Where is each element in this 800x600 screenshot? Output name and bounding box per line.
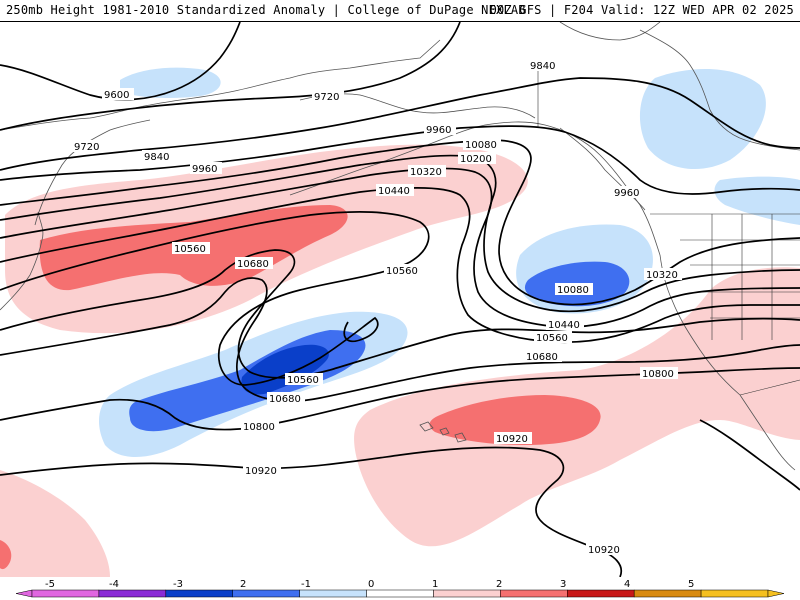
coast-hawaii-3 — [454, 432, 467, 443]
colorbar-tick-label: 5 — [688, 579, 694, 590]
colorbar-tick-label: -3 — [173, 579, 183, 590]
contour-10680 — [0, 277, 800, 402]
contour-label: 9960 — [426, 125, 451, 136]
colorbar-swatch-pos5 — [700, 589, 769, 598]
colorbar-tick-label: 0 — [368, 579, 374, 590]
contour-label: 10200 — [460, 154, 492, 165]
colorbar-arrow-min — [15, 589, 33, 598]
contour-label: 10800 — [243, 422, 275, 433]
coast-hudson — [639, 29, 800, 151]
colorbar-tick-label: -4 — [109, 579, 119, 590]
contour-10560-south — [0, 249, 800, 379]
coast-hawaii-1 — [419, 421, 434, 432]
anomaly-neg1-bering — [120, 67, 221, 98]
colorbar-tick-label: 3 — [560, 579, 566, 590]
contour-label: 10920 — [588, 545, 620, 556]
contour-10440 — [0, 186, 800, 344]
title-bar: 250mb Height 1981-2010 Standardized Anom… — [0, 0, 800, 22]
contour-label: 10560 — [386, 266, 418, 277]
political-borders — [537, 70, 800, 396]
contour-label: 9840 — [530, 61, 555, 72]
colorbar-swatch-pos3 — [567, 589, 635, 598]
colorbar-tick-label: -5 — [45, 579, 55, 590]
colorbar-swatch-pos4 — [633, 589, 702, 598]
colorbar-tick-label: 2 — [496, 579, 502, 590]
colorbar-arrow-max — [767, 589, 785, 598]
contour-9600 — [0, 22, 241, 101]
contour-label: 10800 — [642, 369, 674, 380]
contour-label: 10920 — [496, 434, 528, 445]
contour-label: 10560 — [536, 333, 568, 344]
contour-labels: 9600 9720 9840 9960 9720 9840 9960 10080… — [72, 59, 682, 556]
contour-10800 — [0, 367, 800, 431]
colorbar-tick-label: 1 — [432, 579, 438, 590]
contour-label: 10920 — [245, 466, 277, 477]
coast-arctic-islands — [559, 22, 661, 41]
coast-gulf-alaska — [484, 121, 661, 256]
contour-label: 10560 — [287, 375, 319, 386]
contour-label: 9960 — [614, 188, 639, 199]
contour-label: 10080 — [465, 140, 497, 151]
contour-label: 10320 — [410, 167, 442, 178]
contour-label: 10680 — [237, 259, 269, 270]
map-title: 250mb Height 1981-2010 Standardized Anom… — [6, 3, 526, 17]
contour-9720 — [0, 22, 461, 131]
contour-9840 — [0, 77, 800, 171]
anomaly-pos1-southwest — [0, 470, 110, 577]
colorbar: -5 -4 -3 2 -1 0 1 2 3 4 5 — [0, 577, 800, 600]
colorbar-swatch-neg4 — [98, 589, 167, 598]
contour-label: 9720 — [314, 92, 339, 103]
contour-10560-north — [0, 211, 430, 386]
colorbar-swatch-neg5 — [31, 589, 100, 598]
height-contours — [0, 22, 800, 577]
contour-label: 10560 — [174, 244, 206, 255]
colorbar-tick-label: 4 — [624, 579, 630, 590]
coast-bc-panhandle — [559, 127, 646, 211]
colorbar-swatch-neg3 — [165, 589, 233, 598]
contour-10920 — [0, 446, 623, 577]
border-us-mexico — [739, 379, 800, 396]
map-panel: 9600 9720 9840 9960 9720 9840 9960 10080… — [0, 22, 800, 577]
contour-10920-east — [699, 419, 800, 491]
model-valid-time: 00Z GFS | F204 Valid: 12Z WED APR 02 202… — [489, 3, 794, 17]
coast-kuril-coast — [0, 211, 44, 311]
contour-label: 10320 — [646, 270, 678, 281]
colorbar-tick-label: -1 — [301, 579, 311, 590]
anomaly-pos2-hawaii — [429, 395, 601, 445]
coast-hawaii-2 — [439, 427, 450, 436]
coast-baja — [739, 394, 796, 471]
colorbar-swatch-zero — [366, 589, 434, 598]
contour-label: 9600 — [104, 90, 129, 101]
colorbar-swatch-neg1 — [299, 589, 367, 598]
anomaly-neg1-east — [714, 176, 800, 225]
contour-label: 10440 — [378, 186, 410, 197]
contour-9960 — [0, 125, 800, 195]
coast-aleutians — [289, 124, 486, 196]
contour-label: 9960 — [192, 164, 217, 175]
contour-label: 10680 — [269, 394, 301, 405]
contour-label: 10080 — [557, 285, 589, 296]
anomaly-neg1-canada — [639, 68, 766, 170]
colorbar-swatch-pos1 — [433, 589, 501, 598]
colorbar-swatch-pos2 — [500, 589, 568, 598]
contour-label: 10680 — [526, 352, 558, 363]
contour-label: 10440 — [548, 320, 580, 331]
anomaly-pos2-corner — [0, 540, 12, 570]
contour-10320 — [0, 167, 800, 328]
coast-siberia — [0, 39, 441, 131]
contour-label: 9720 — [74, 142, 99, 153]
colorbar-swatch-neg2 — [232, 589, 300, 598]
contour-label: 9840 — [144, 152, 169, 163]
colorbar-tick-label: 2 — [240, 579, 246, 590]
